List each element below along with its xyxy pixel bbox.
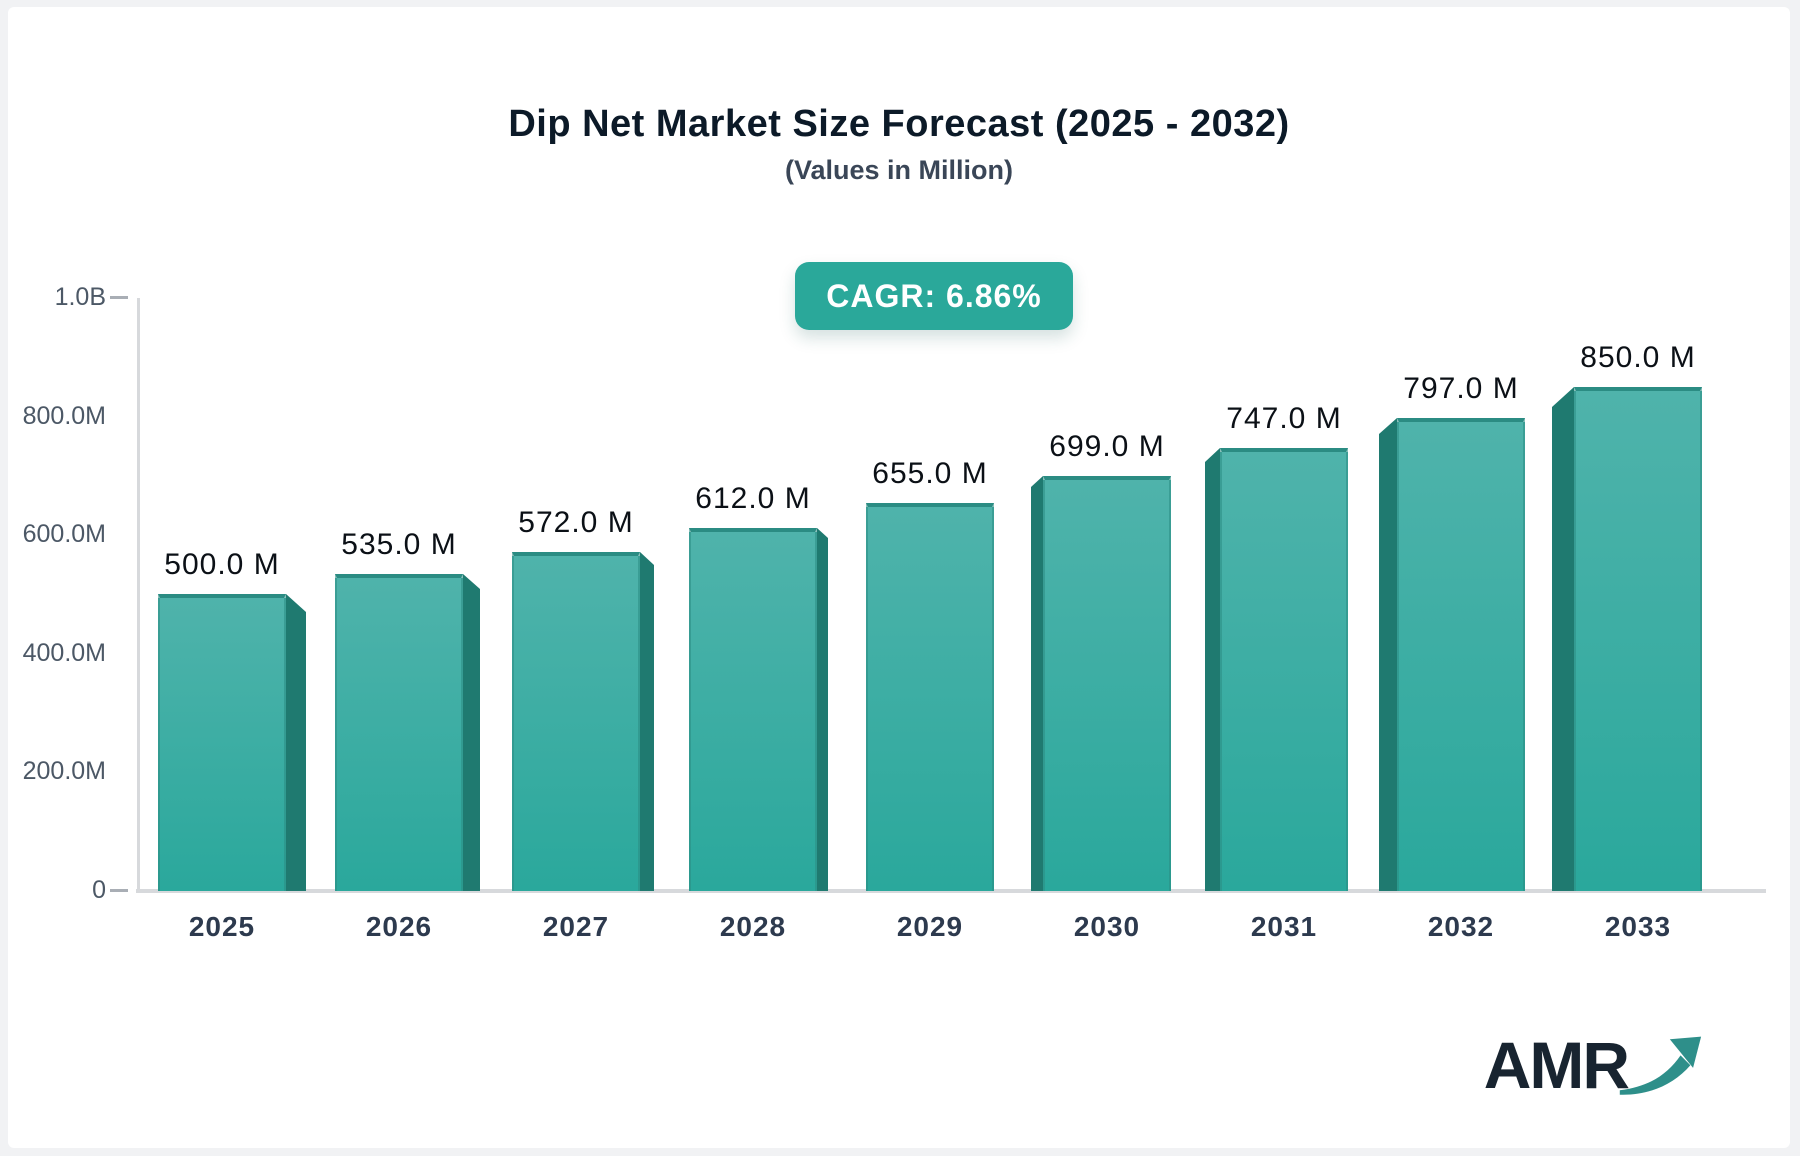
bar-side-3d xyxy=(1205,448,1220,891)
amr-logo: AMR xyxy=(1484,1032,1702,1100)
y-axis-label: 0 xyxy=(92,876,106,904)
bar[interactable] xyxy=(512,552,640,891)
bar[interactable] xyxy=(689,528,817,891)
bar[interactable] xyxy=(1574,387,1702,891)
bar[interactable] xyxy=(1397,418,1525,891)
bar[interactable] xyxy=(866,503,994,891)
bar-value-label: 535.0 M xyxy=(341,528,457,561)
bar-value-label: 797.0 M xyxy=(1403,372,1519,405)
cagr-badge-label: CAGR: 6.86% xyxy=(826,277,1042,314)
x-axis-label: 2032 xyxy=(1427,911,1495,942)
cagr-badge: CAGR: 6.86% xyxy=(795,262,1073,330)
y-axis-label: 800.0M xyxy=(22,402,106,430)
bar[interactable] xyxy=(335,574,463,891)
x-axis-label: 2026 xyxy=(365,911,433,942)
bar-value-label: 747.0 M xyxy=(1226,402,1342,435)
bar-side-3d xyxy=(817,528,828,891)
chart-title: Dip Net Market Size Forecast (2025 - 203… xyxy=(508,103,1290,145)
x-axis-line xyxy=(136,889,1766,893)
x-axis-label: 2025 xyxy=(188,911,256,942)
x-axis-label: 2031 xyxy=(1250,911,1318,942)
bar-side-3d xyxy=(640,552,654,891)
bar-chart-plot-area: 1.0B 800.0M 600.0M 400.0M 200.0M 0 500.0 M 2025… xyxy=(8,7,1790,1148)
bar-value-label: 572.0 M xyxy=(518,506,634,539)
bar[interactable] xyxy=(1220,448,1348,891)
chart-subtitle: (Values in Million) xyxy=(784,155,1014,185)
x-axis-label: 2033 xyxy=(1604,911,1672,942)
y-axis-label: 400.0M xyxy=(22,639,106,667)
x-axis-label: 2027 xyxy=(542,911,610,942)
y-axis-label: 200.0M xyxy=(22,757,106,785)
bar[interactable] xyxy=(1043,476,1171,891)
bar-value-label: 655.0 M xyxy=(872,457,988,490)
amr-logo-text: AMR xyxy=(1483,1028,1630,1102)
bar-side-3d xyxy=(286,594,306,891)
growth-arrow-icon xyxy=(1619,1036,1702,1095)
chart-card: Dip Net Market Size Forecast (2025 - 203… xyxy=(8,7,1790,1148)
bar-value-label: 850.0 M xyxy=(1580,341,1696,374)
x-axis-label: 2028 xyxy=(719,911,787,942)
bar-side-3d xyxy=(1552,387,1574,891)
bar-value-label: 500.0 M xyxy=(164,548,280,581)
bar-value-label: 699.0 M xyxy=(1049,430,1165,463)
y-axis-label: 1.0B xyxy=(54,283,106,311)
bar-side-3d xyxy=(1379,418,1397,891)
bar-side-3d xyxy=(1031,476,1043,891)
x-axis-label: 2029 xyxy=(896,911,964,942)
y-axis-line xyxy=(137,298,140,892)
bar-side-3d xyxy=(463,574,480,891)
bar-value-label: 612.0 M xyxy=(695,482,811,515)
y-axis-tick xyxy=(110,296,128,299)
bar[interactable] xyxy=(158,594,286,891)
y-axis-tick xyxy=(110,889,128,892)
x-axis-label: 2030 xyxy=(1073,911,1141,942)
y-axis-label: 600.0M xyxy=(22,520,106,548)
